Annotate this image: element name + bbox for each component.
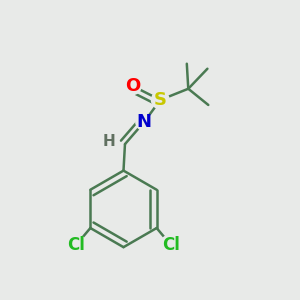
Circle shape (101, 134, 116, 148)
Circle shape (66, 235, 86, 255)
Text: H: H (102, 134, 115, 149)
Text: Cl: Cl (67, 236, 85, 254)
Text: O: O (125, 77, 140, 95)
Circle shape (160, 235, 181, 255)
Circle shape (124, 77, 141, 94)
Text: Cl: Cl (162, 236, 180, 254)
Text: N: N (136, 113, 152, 131)
Text: S: S (154, 91, 167, 109)
Circle shape (152, 91, 169, 109)
Circle shape (136, 114, 152, 130)
